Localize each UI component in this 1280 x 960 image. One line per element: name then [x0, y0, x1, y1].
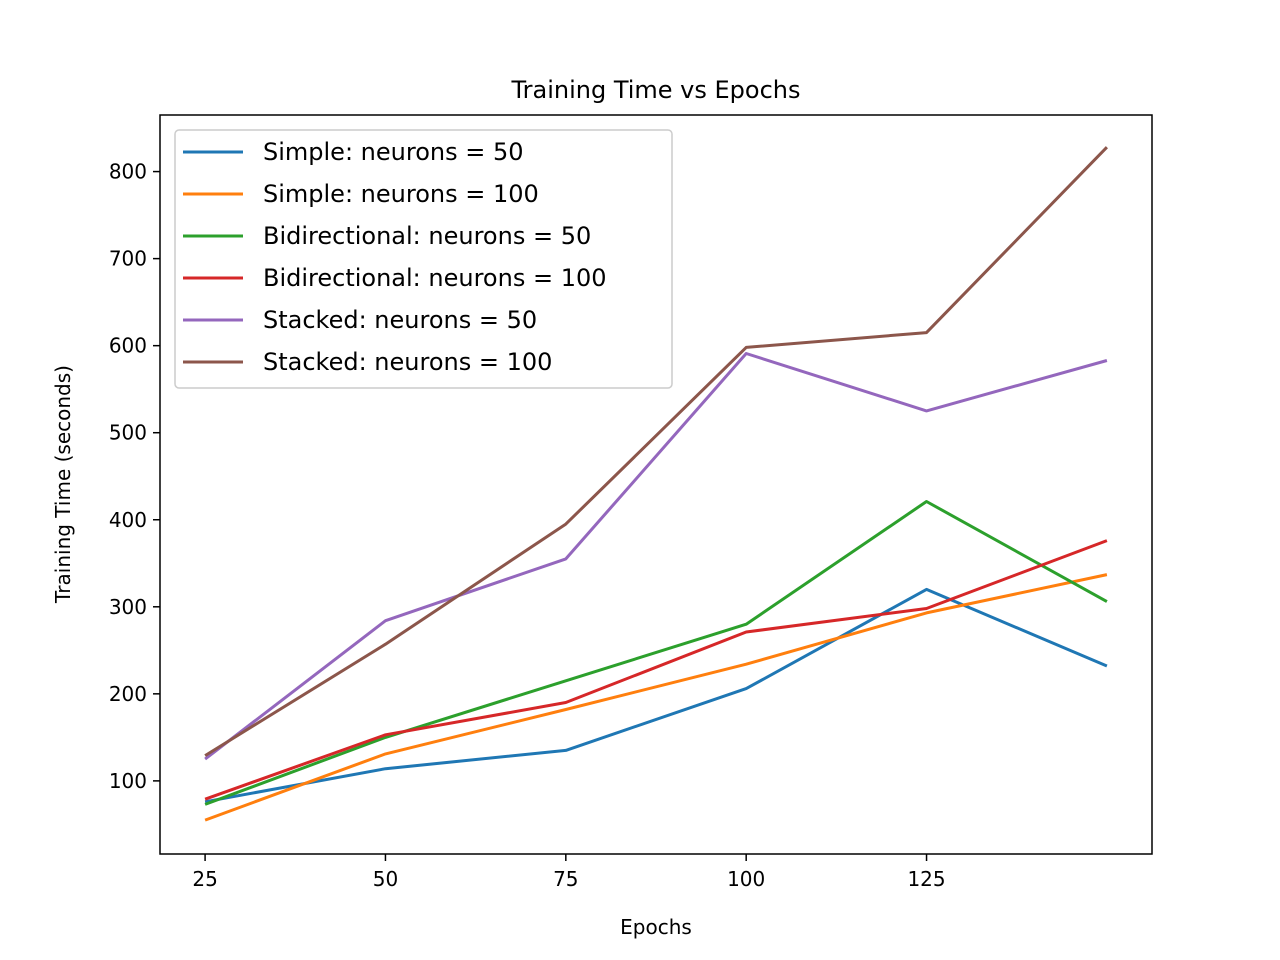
legend-label: Stacked: neurons = 50 — [263, 306, 537, 334]
legend-label: Bidirectional: neurons = 50 — [263, 222, 591, 250]
legend-label: Simple: neurons = 50 — [263, 138, 524, 166]
y-tick-label: 700 — [109, 247, 147, 271]
x-tick-label: 50 — [373, 867, 398, 891]
series-line-3 — [204, 500, 1108, 806]
series-line-5 — [204, 352, 1108, 761]
y-axis-label: Training Time (seconds) — [51, 365, 75, 604]
y-axis: 100 200 300 400 500 600 700 800 — [109, 160, 160, 793]
y-tick-label: 400 — [109, 508, 147, 532]
x-tick-label: 125 — [907, 867, 945, 891]
legend-label: Bidirectional: neurons = 100 — [263, 264, 607, 292]
legend: Simple: neurons = 50 Simple: neurons = 10… — [174, 129, 673, 389]
plot-area — [159, 114, 1153, 855]
x-tick-label: 100 — [727, 867, 765, 891]
legend-box — [174, 129, 673, 389]
series-line-1 — [204, 587, 1108, 804]
y-tick-label: 500 — [109, 421, 147, 445]
legend-label: Simple: neurons = 100 — [263, 180, 539, 208]
chart-title: Training Time vs Epochs — [510, 76, 800, 104]
y-tick-label: 800 — [109, 160, 147, 184]
series-line-4 — [204, 539, 1108, 801]
plot-frame — [159, 114, 1153, 855]
series-line-6 — [204, 146, 1108, 757]
x-axis-label: Epochs — [620, 915, 692, 939]
y-tick-label: 300 — [109, 595, 147, 619]
x-tick-label: 25 — [192, 867, 217, 891]
legend-label: Stacked: neurons = 100 — [263, 348, 552, 376]
y-tick-label: 100 — [109, 769, 147, 793]
x-axis: 25 50 75 100 125 — [192, 854, 946, 891]
y-tick-label: 200 — [109, 682, 147, 706]
x-tick-label: 75 — [553, 867, 578, 891]
y-tick-label: 600 — [109, 334, 147, 358]
series-line-2 — [204, 573, 1108, 822]
series-lines — [204, 146, 1108, 822]
